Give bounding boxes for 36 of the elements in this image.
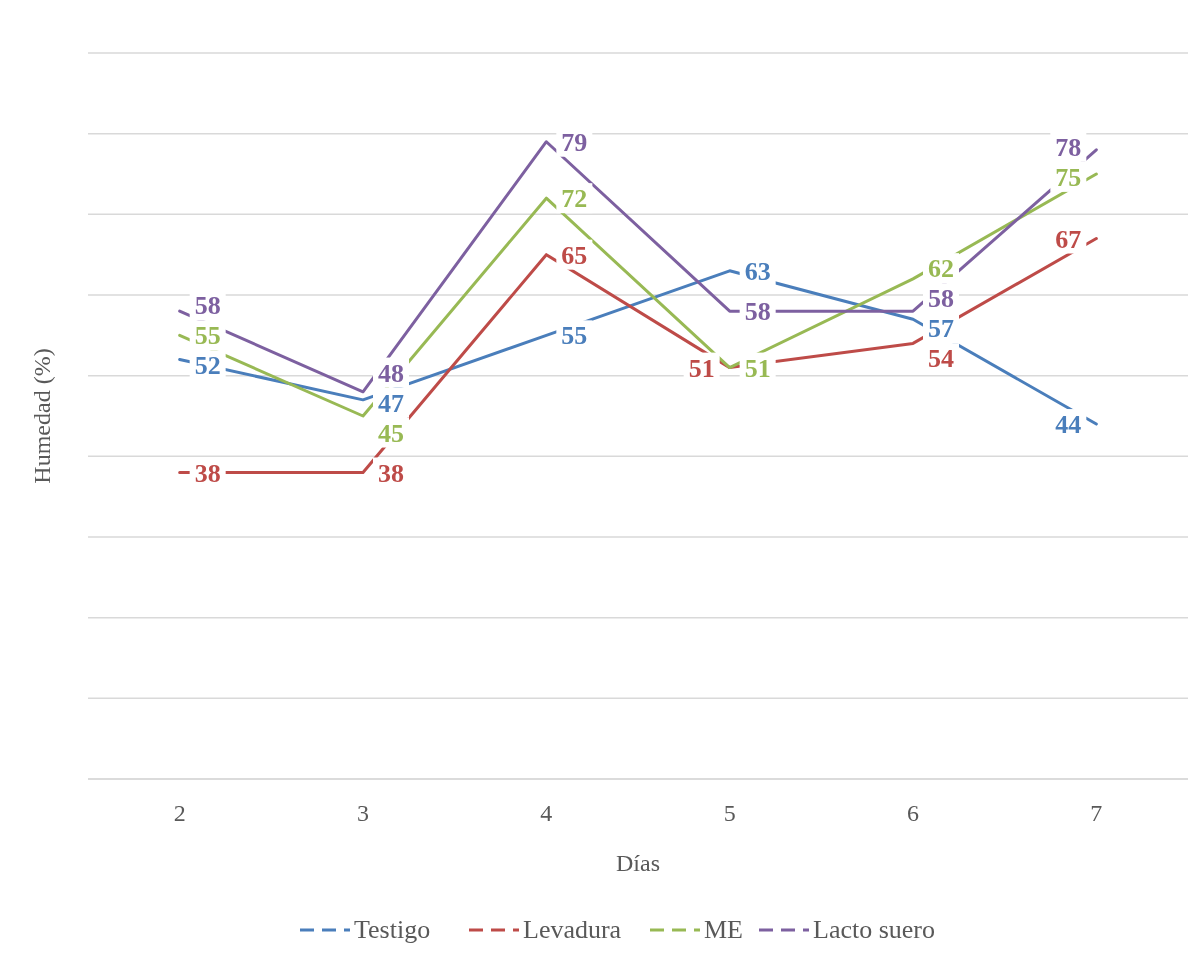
x-tick-label: 4 [540,800,553,826]
data-label: 72 [561,184,588,214]
data-label: 38 [194,458,221,488]
data-label: 48 [378,358,404,388]
data-label: 78 [1055,133,1082,162]
data-label: 47 [378,388,404,418]
data-label: 38 [378,458,404,488]
data-label: 79 [561,127,588,157]
x-tick-label: 5 [723,800,736,826]
data-label: 62 [928,254,954,284]
data-label: 44 [1055,410,1082,440]
x-tick-label: 2 [173,800,186,826]
data-label: 51 [744,353,771,383]
x-tick-label: 6 [907,800,919,826]
legend-label: Lacto suero [813,915,936,944]
data-label: 52 [194,351,221,381]
data-label: 55 [561,321,588,351]
data-label: 67 [1055,224,1082,254]
data-label: 58 [744,297,771,327]
legend-label: ME [704,915,743,944]
data-label: 58 [194,291,221,321]
x-axis-title: Días [616,850,660,876]
data-label: 51 [688,353,715,383]
data-label: 54 [928,344,954,374]
data-label: 55 [194,321,221,351]
data-label: 65 [561,240,588,270]
data-label: 75 [1055,163,1082,192]
data-label: 45 [378,418,404,448]
y-axis-title: Humedad (%) [29,348,55,484]
x-tick-label: 3 [357,800,369,826]
data-label: 58 [928,284,954,314]
x-tick-label: 7 [1090,800,1103,826]
data-label: 63 [744,256,771,286]
legend-label: Levadura [523,915,622,944]
data-label: 57 [928,314,954,344]
legend-label: Testigo [354,915,431,944]
